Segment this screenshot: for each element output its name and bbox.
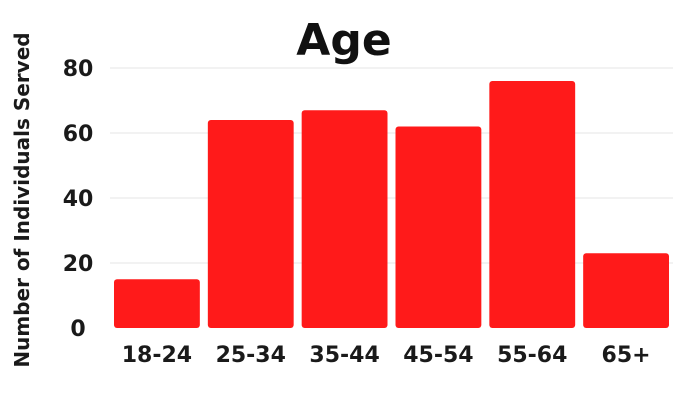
bar-35-44 — [301, 110, 388, 328]
x-tick-label: 18-24 — [122, 343, 192, 368]
bar-25-34 — [207, 120, 294, 328]
x-tick-label: 25-34 — [216, 343, 286, 368]
y-tick-label: 40 — [63, 187, 94, 212]
chart-title: Age — [296, 15, 391, 66]
bar-18-24 — [114, 279, 200, 328]
x-tick-label: 35-44 — [309, 343, 379, 368]
bar-55-64 — [489, 81, 576, 328]
bars — [114, 81, 669, 328]
y-tick-label: 60 — [63, 122, 94, 147]
x-axis-ticks: 18-24 25-34 35-44 45-54 55-64 65+ — [122, 343, 651, 368]
x-tick-label: 65+ — [602, 343, 651, 368]
gridlines — [110, 67, 673, 264]
bar-45-54 — [395, 126, 482, 328]
bar-65+ — [583, 253, 669, 328]
x-tick-label: 55-64 — [497, 343, 567, 368]
y-tick-label: 80 — [63, 57, 94, 82]
x-tick-label: 45-54 — [403, 343, 473, 368]
y-tick-label: 20 — [63, 252, 94, 277]
y-axis-title: Number of Individuals Served — [10, 32, 34, 367]
y-tick-label: 0 — [70, 317, 85, 342]
y-axis-ticks: 0 20 40 60 80 — [63, 57, 94, 342]
